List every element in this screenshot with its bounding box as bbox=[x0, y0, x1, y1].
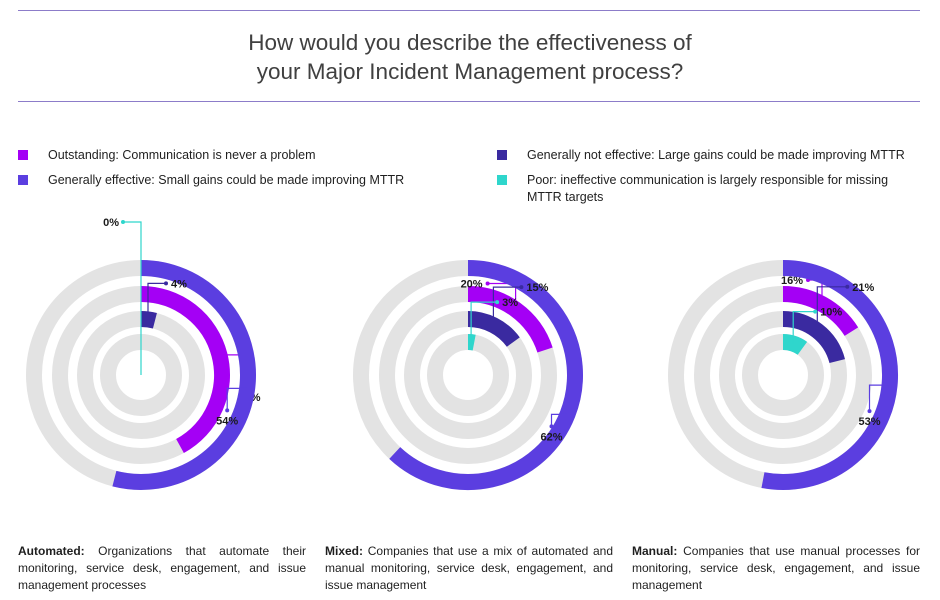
mixed-label-not-effective: 15% bbox=[526, 282, 548, 294]
top-rule bbox=[18, 10, 920, 11]
mixed-leader-effective bbox=[550, 413, 568, 427]
manual-leader-not-effective bbox=[816, 286, 848, 331]
legend-label-poor-line-2: MTTR targets bbox=[527, 190, 604, 204]
caption-automated-text: Organizations that automate their monito… bbox=[18, 544, 306, 592]
automated-arc-outstanding bbox=[140, 286, 230, 453]
manual-label-not-effective: 21% bbox=[852, 282, 874, 294]
legend-swatch-poor bbox=[497, 175, 507, 185]
mixed-leader-not-effective bbox=[492, 286, 522, 326]
manual-arc-poor bbox=[782, 334, 808, 356]
automated-leader-poor bbox=[123, 221, 142, 375]
legend-swatch-not-effective bbox=[497, 150, 507, 160]
legend-label-poor: Poor: ineffective communication is large… bbox=[527, 172, 888, 206]
automated-label-effective: 54% bbox=[216, 415, 238, 427]
mixed-arc-poor bbox=[467, 333, 476, 351]
mixed-track-ring-1 bbox=[427, 334, 509, 416]
title-line-2: your Major Incident Management process? bbox=[256, 59, 684, 84]
caption-automated-bold: Automated: bbox=[18, 544, 85, 558]
automated-label-poor: 0% bbox=[103, 217, 119, 229]
manual-leader-effective bbox=[868, 384, 890, 412]
automated-leader-not-effective bbox=[147, 282, 166, 320]
caption-manual: Manual: Companies that use manual proces… bbox=[632, 543, 920, 594]
caption-mixed: Mixed: Companies that use a mix of autom… bbox=[325, 543, 613, 594]
automated-leader-dot-effective bbox=[225, 408, 230, 413]
manual-leader-dot-effective bbox=[867, 409, 872, 414]
mixed-label-effective: 62% bbox=[540, 431, 562, 443]
mixed-leader-dot-outstanding bbox=[485, 281, 490, 286]
manual-label-poor: 10% bbox=[820, 307, 842, 319]
manual-leader-poor bbox=[792, 311, 816, 344]
mixed-label-poor: 3% bbox=[502, 297, 518, 309]
legend-label-not-effective: Generally not effective: Large gains cou… bbox=[527, 148, 905, 162]
manual-label-effective: 53% bbox=[858, 416, 880, 428]
caption-manual-text: Companies that use manual processes for … bbox=[632, 544, 920, 592]
manual-arc-outstanding bbox=[782, 286, 859, 337]
legend-swatch-effective bbox=[18, 175, 28, 185]
mixed-label-outstanding: 20% bbox=[461, 279, 483, 291]
legend-label-outstanding: Outstanding: Communication is never a pr… bbox=[48, 148, 316, 162]
automated-leader-effective bbox=[226, 387, 248, 411]
title-line-1: How would you describe the effectiveness… bbox=[248, 30, 692, 55]
automated-leader-dot-not-effective bbox=[164, 281, 168, 286]
mixed-leader-poor bbox=[470, 301, 498, 343]
manual-track-ring-1 bbox=[742, 334, 824, 416]
manual-arc-effective bbox=[761, 260, 899, 490]
legend-label-effective: Generally effective: Small gains could b… bbox=[48, 173, 405, 187]
mixed-arc-not-effective bbox=[467, 311, 520, 348]
legend-swatch-outstanding bbox=[18, 150, 28, 160]
legend-label-poor-line-1: Poor: ineffective communication is large… bbox=[527, 173, 889, 187]
caption-mixed-text: Companies that use a mix of automated an… bbox=[325, 544, 613, 592]
title-rule bbox=[18, 101, 920, 102]
mixed-leader-dot-not-effective bbox=[519, 285, 524, 290]
caption-manual-bold: Manual: bbox=[632, 544, 678, 558]
automated-leader-dot-poor bbox=[121, 220, 125, 224]
mixed-leader-dot-effective bbox=[549, 424, 554, 429]
caption-mixed-bold: Mixed: bbox=[325, 544, 364, 558]
manual-label-outstanding: 16% bbox=[781, 275, 803, 287]
automated-label-not-effective: 4% bbox=[171, 278, 187, 290]
manual-leader-dot-poor bbox=[813, 309, 818, 314]
manual-leader-dot-not-effective bbox=[845, 284, 850, 289]
caption-automated: Automated: Organizations that automate t… bbox=[18, 543, 306, 594]
mixed-leader-dot-poor bbox=[495, 300, 500, 305]
chart-title: How would you describe the effectiveness… bbox=[0, 28, 940, 86]
